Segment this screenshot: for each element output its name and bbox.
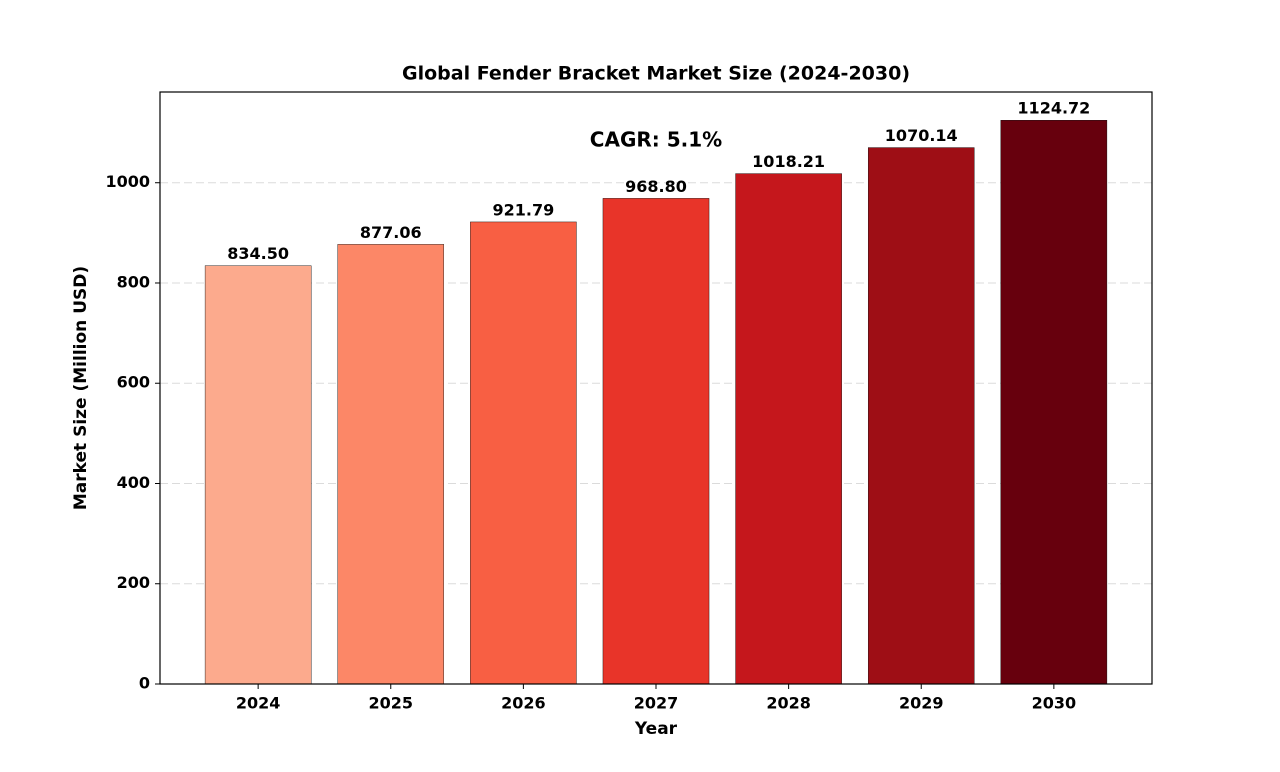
chart-title: Global Fender Bracket Market Size (2024-… [402, 63, 910, 85]
y-tick-label: 800 [117, 272, 150, 291]
x-tick-label: 2026 [501, 694, 546, 713]
bar [735, 173, 842, 685]
annotation: CAGR: 5.1% [590, 128, 722, 152]
data-label: 877.06 [360, 223, 422, 242]
y-tick-label: 200 [117, 573, 150, 592]
y-tick-label: 400 [117, 473, 150, 492]
data-label: 1070.14 [885, 126, 958, 145]
plot-frame [159, 91, 1153, 685]
y-tick-label: 1000 [105, 172, 150, 191]
bar [204, 265, 312, 685]
data-label: 968.80 [625, 177, 687, 196]
bar [470, 221, 577, 685]
data-label: 921.79 [493, 200, 555, 219]
x-tick-label: 2024 [236, 694, 281, 713]
bar [867, 147, 975, 685]
x-tick-label: 2027 [634, 694, 679, 713]
x-tick-label: 2025 [368, 694, 413, 713]
y-tick-label: 0 [139, 674, 150, 693]
bar [337, 244, 445, 685]
bar [1000, 120, 1108, 685]
data-label: 1018.21 [752, 152, 825, 171]
x-tick-label: 2030 [1032, 694, 1077, 713]
bar [602, 198, 710, 685]
x-tick-label: 2028 [766, 694, 811, 713]
x-tick-label: 2029 [899, 694, 944, 713]
y-axis-label: Market Size (Million USD) [71, 266, 91, 510]
y-tick-label: 600 [117, 373, 150, 392]
x-axis-label: Year [634, 719, 678, 739]
data-label: 834.50 [227, 244, 289, 263]
data-label: 1124.72 [1017, 99, 1090, 118]
